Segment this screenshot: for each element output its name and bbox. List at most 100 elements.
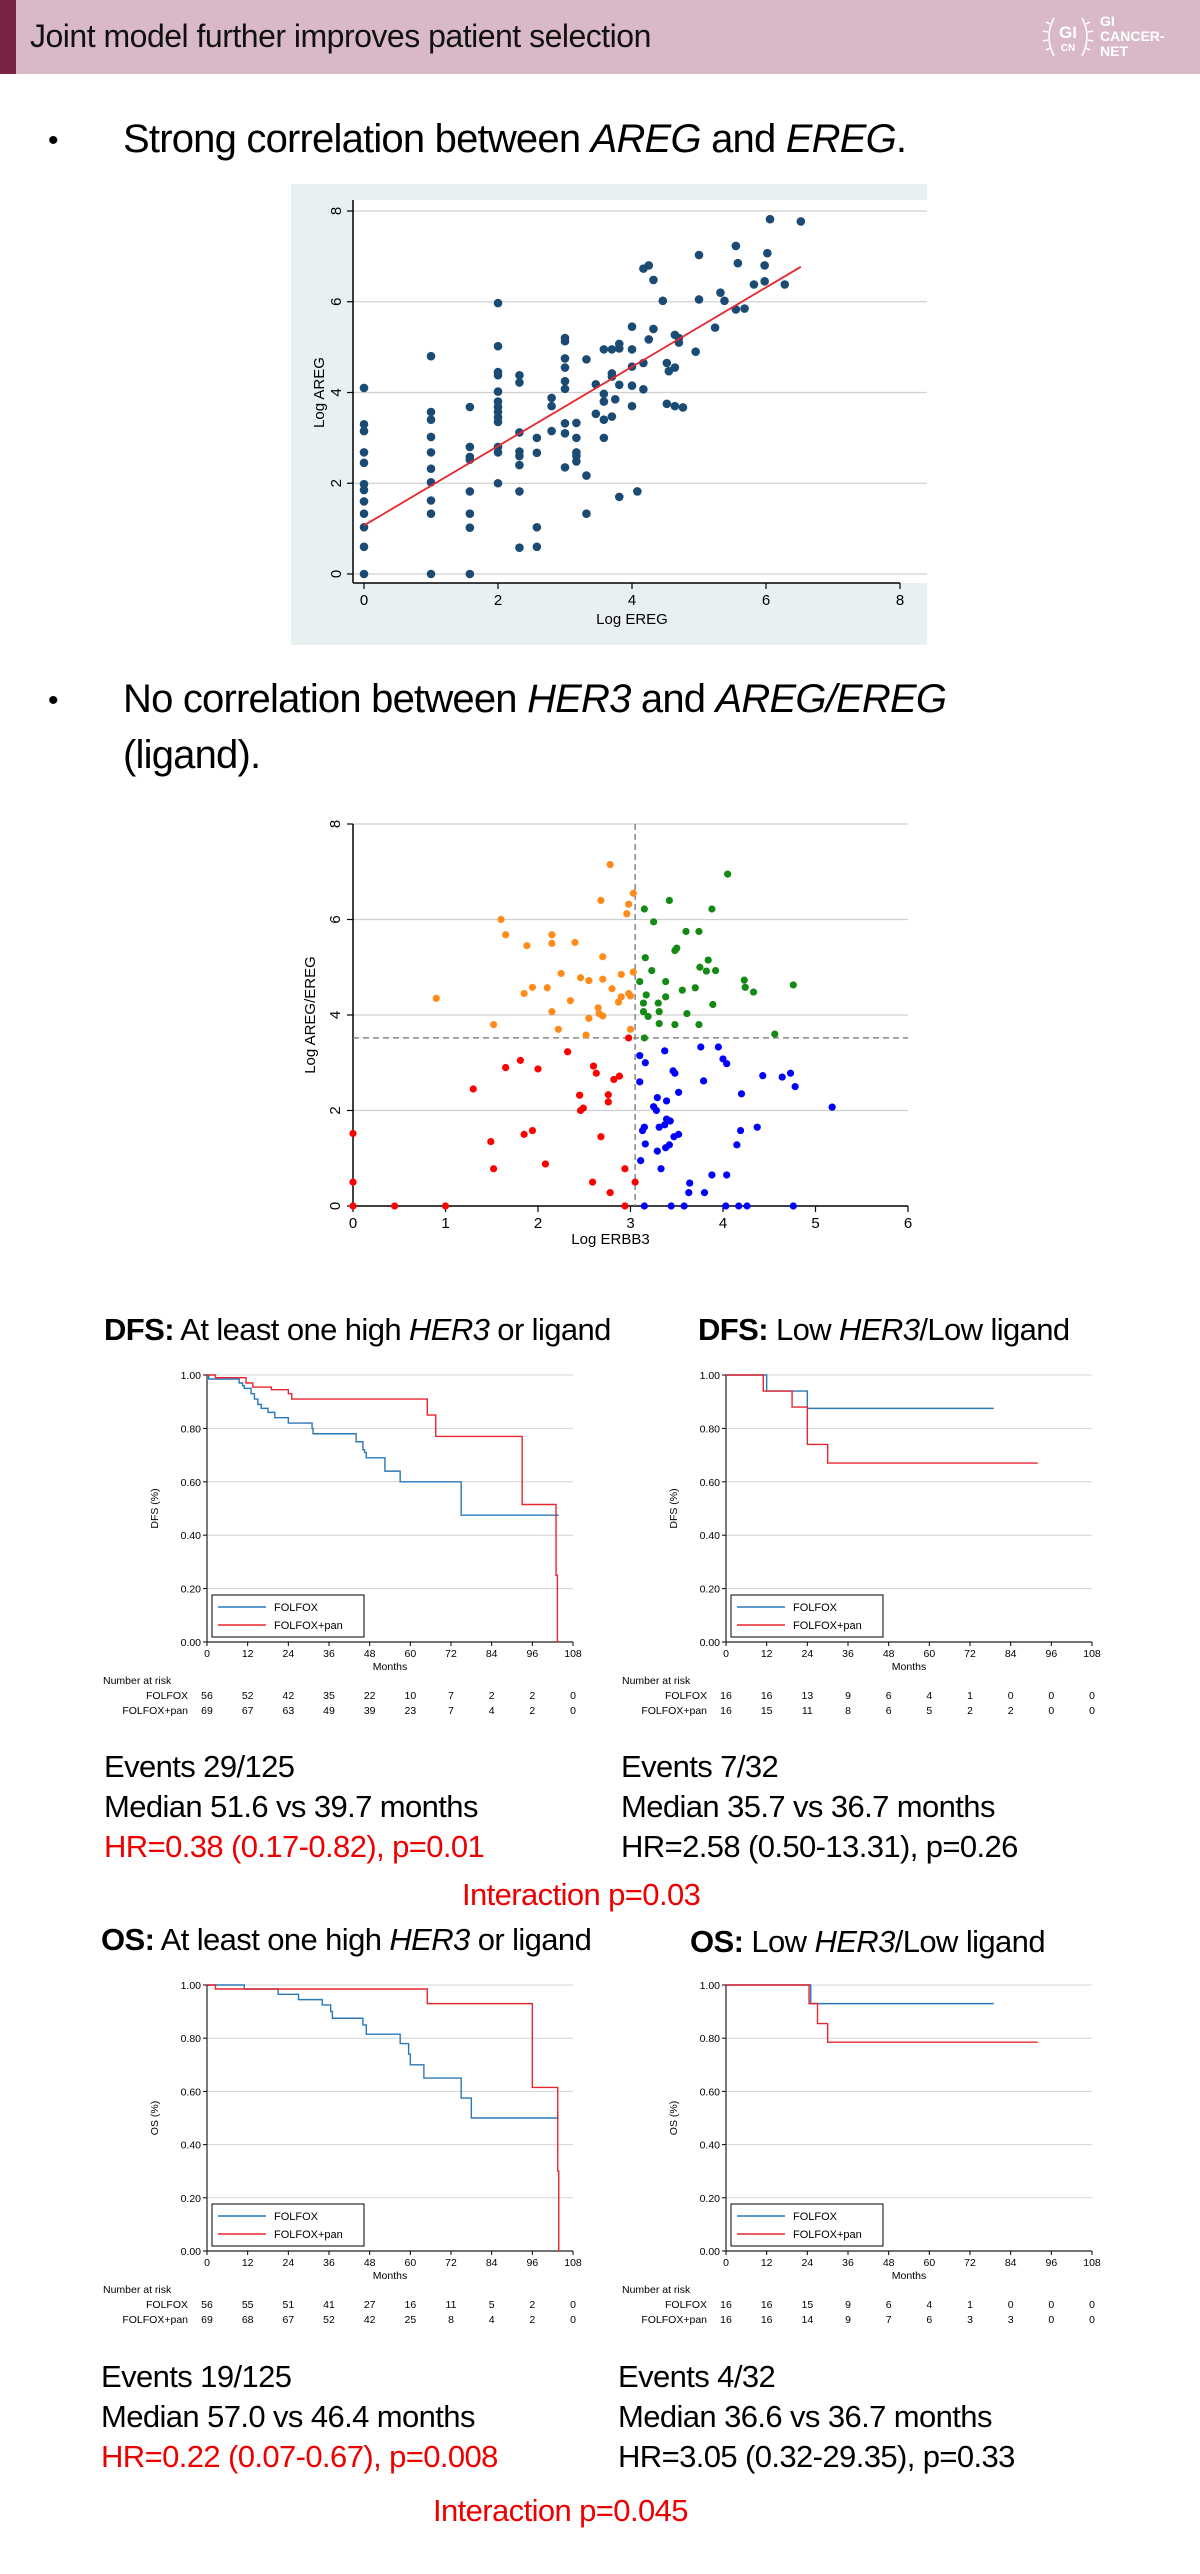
median-text: Median 51.6 vs 39.7 months (104, 1789, 478, 1824)
risk-count: 7 (448, 1705, 454, 1717)
data-point (700, 1189, 709, 1197)
data-point (572, 433, 581, 443)
data-point (627, 401, 637, 411)
data-point (763, 248, 772, 258)
data-point (686, 1179, 694, 1187)
y-tick-label: 0.40 (700, 1530, 721, 1542)
data-point (564, 1048, 572, 1056)
risk-count: 35 (323, 1690, 335, 1702)
x-tick-label: 72 (445, 2257, 457, 2269)
risk-count: 9 (845, 2314, 851, 2326)
legend-box (211, 1594, 365, 1638)
data-point (554, 1025, 562, 1033)
data-point (599, 953, 607, 961)
data-point (778, 1073, 786, 1081)
y-tick-label: 0.20 (181, 1584, 202, 1596)
data-point (652, 1106, 660, 1115)
data-point (709, 1000, 717, 1009)
risk-count: 42 (282, 1690, 294, 1702)
data-point (606, 1189, 614, 1197)
data-point (662, 358, 672, 368)
data-point (571, 938, 579, 947)
bullet-2-part: No correlation between (123, 677, 528, 721)
data-point (528, 1126, 537, 1135)
data-point (532, 433, 542, 443)
data-point (520, 1130, 528, 1138)
risk-count: 0 (1048, 1690, 1054, 1702)
y-tick-label: 1.00 (181, 1370, 202, 1382)
y-tick-label: 4 (327, 1011, 344, 1019)
data-point (736, 1126, 745, 1135)
data-point (502, 931, 510, 939)
data-point (515, 487, 524, 496)
data-point (740, 304, 749, 313)
data-point (743, 1202, 751, 1210)
risk-count: 2 (489, 1690, 495, 1702)
data-point (753, 1123, 761, 1131)
risk-count: 56 (201, 2299, 213, 2311)
risk-count: 16 (761, 1690, 773, 1702)
data-point (789, 981, 797, 989)
data-point (582, 471, 591, 480)
data-point (796, 217, 806, 226)
data-point (359, 479, 369, 489)
x-tick-label: 12 (761, 2257, 773, 2269)
legend-label: FOLFOX (793, 1602, 838, 1614)
y-axis-label: OS (%) (668, 2101, 680, 2135)
x-tick-label: 60 (923, 2257, 935, 2269)
data-point (771, 1030, 779, 1038)
risk-count: 41 (323, 2299, 335, 2311)
data-point (786, 1069, 795, 1077)
events-text: Events 4/32 (618, 2359, 776, 2394)
x-tick-label: 48 (364, 2257, 376, 2269)
data-point (359, 509, 369, 518)
data-point (523, 942, 531, 950)
data-point (426, 432, 436, 442)
dfs-low-stats: Events 7/32 Median 35.7 vs 36.7 months H… (621, 1747, 1018, 1867)
title-bold: OS: (101, 1922, 155, 1957)
data-point (599, 1012, 607, 1020)
risk-count: 0 (570, 1690, 576, 1702)
data-point (658, 296, 668, 306)
data-point (441, 1202, 450, 1210)
data-point (710, 323, 720, 332)
x-tick-label: 12 (242, 2257, 254, 2269)
data-point (516, 1056, 525, 1064)
data-point (640, 1034, 648, 1042)
x-tick-label: 24 (282, 2257, 294, 2269)
data-point (543, 984, 551, 992)
x-tick-label: 0 (723, 1648, 729, 1660)
data-point (515, 460, 524, 470)
y-tick-label: 0.80 (181, 2033, 202, 2045)
data-point (733, 258, 743, 268)
data-point (722, 1202, 730, 1210)
legend-box (730, 2203, 884, 2247)
x-tick-label: 84 (1005, 1648, 1017, 1660)
risk-count: 11 (802, 1705, 813, 1717)
data-point (636, 977, 644, 986)
data-point (359, 497, 369, 506)
title-gene: HER3 (389, 1922, 470, 1957)
risk-count: 16 (720, 2314, 732, 2326)
data-point (547, 401, 556, 411)
data-point (621, 1165, 629, 1173)
x-tick-label: 48 (364, 1648, 376, 1660)
data-point (426, 448, 436, 457)
data-point (724, 870, 732, 878)
data-point (599, 415, 609, 425)
data-point (585, 977, 593, 985)
data-point (359, 419, 369, 429)
risk-count: 16 (404, 2299, 416, 2311)
data-point (731, 241, 741, 251)
y-tick-label: 0.20 (181, 2193, 202, 2205)
data-point (623, 910, 631, 918)
y-tick-label: 1.00 (181, 1980, 202, 1992)
data-point (733, 1141, 741, 1149)
km-curve-folfox (726, 1984, 994, 2005)
data-point (594, 1004, 602, 1012)
data-point (626, 1025, 635, 1033)
data-point (493, 370, 503, 380)
data-point (465, 487, 475, 496)
risk-count: 0 (1048, 1705, 1054, 1717)
data-point (576, 1091, 584, 1099)
